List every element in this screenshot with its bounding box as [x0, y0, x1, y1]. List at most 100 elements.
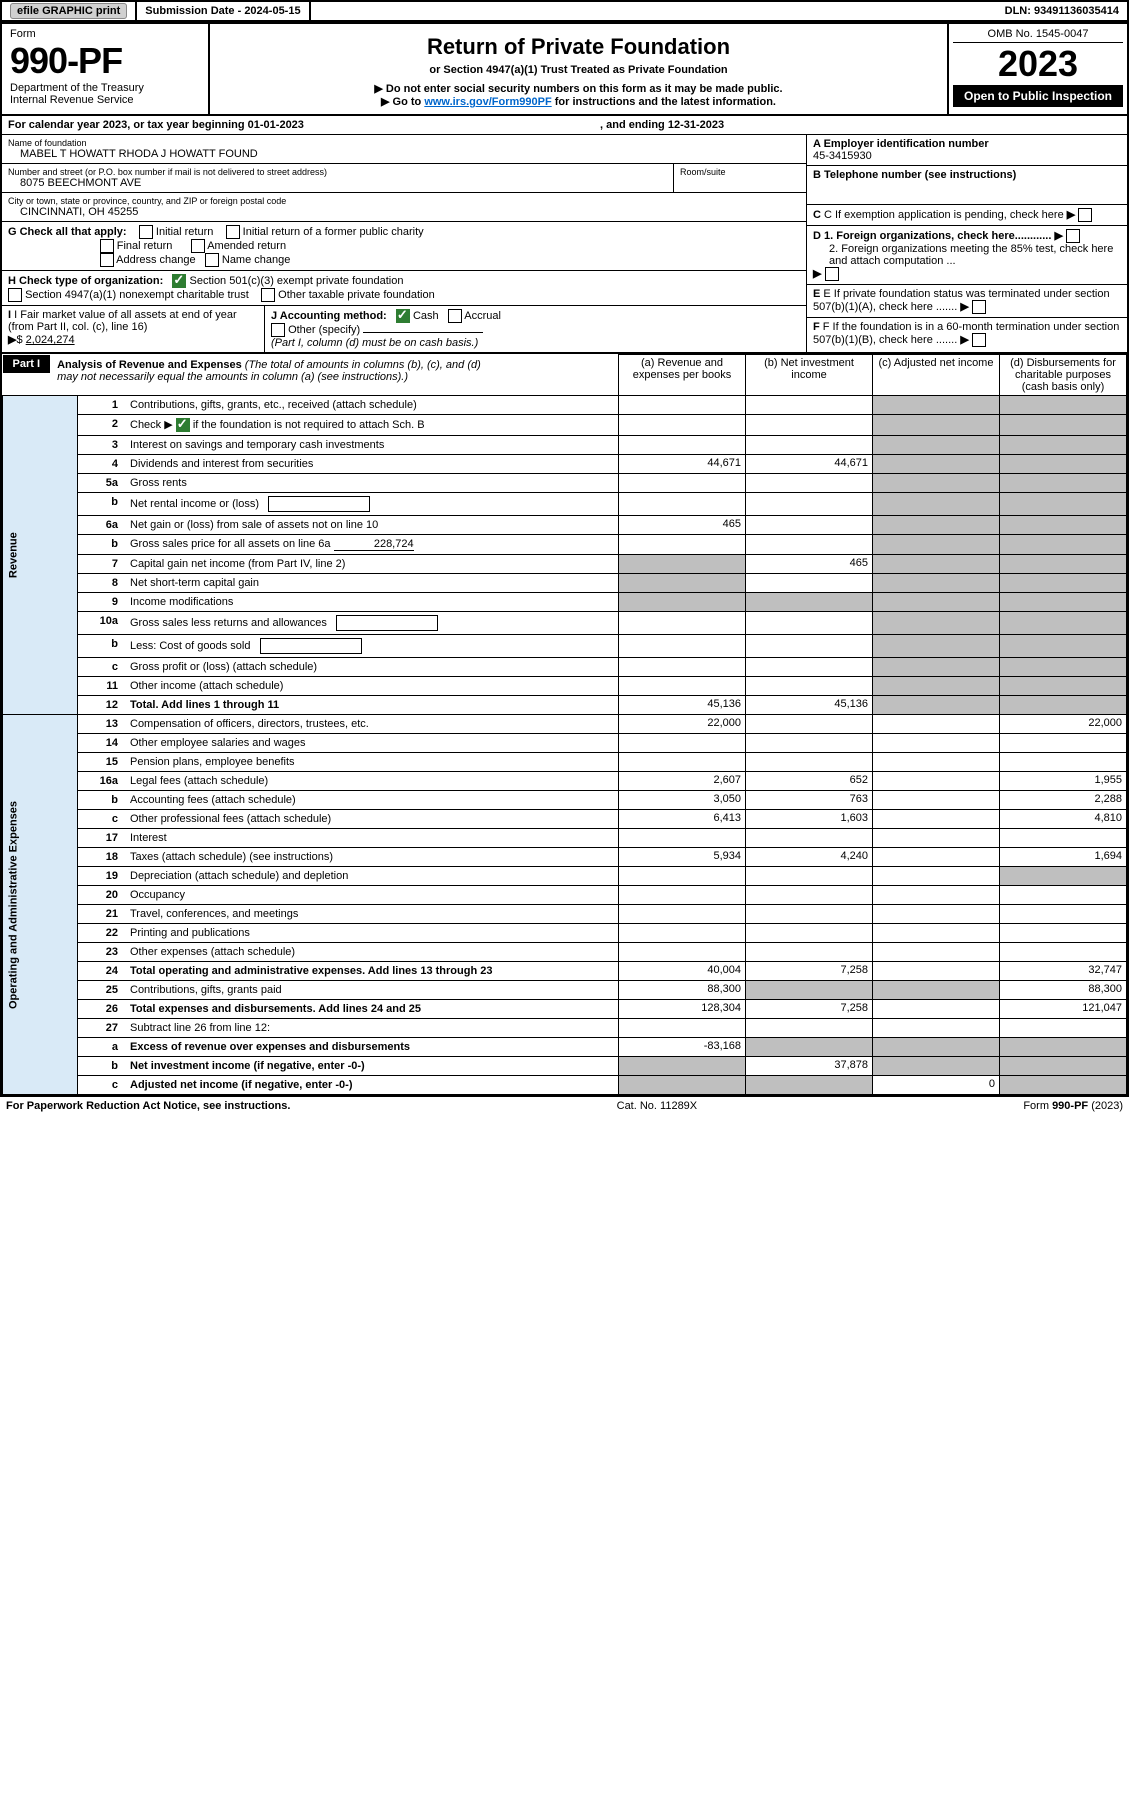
table-row: bLess: Cost of goods sold: [3, 635, 1127, 658]
ck-amended[interactable]: [191, 239, 205, 253]
cell: 465: [619, 516, 746, 535]
line: 26Total expenses and disbursements. Add …: [78, 1000, 619, 1019]
cell: 22,000: [619, 715, 746, 734]
cell: 5,934: [619, 848, 746, 867]
cell: [746, 1076, 873, 1095]
note-link: ▶ Go to www.irs.gov/Form990PF for instru…: [216, 95, 941, 108]
part1: Part I Analysis of Revenue and Expenses …: [0, 352, 1129, 1095]
table-row: 21Travel, conferences, and meetings: [3, 905, 1127, 924]
ck-cash[interactable]: [396, 309, 410, 323]
cell: [873, 867, 1000, 886]
label-c: C If exemption application is pending, c…: [824, 209, 1064, 221]
ck-final[interactable]: [100, 239, 114, 253]
cell: [1000, 677, 1127, 696]
note-ssn: ▶ Do not enter social security numbers o…: [216, 82, 941, 95]
line: 12Total. Add lines 1 through 11: [78, 696, 619, 715]
line: 18Taxes (attach schedule) (see instructi…: [78, 848, 619, 867]
ident-block: Name of foundation MABEL T HOWATT RHODA …: [0, 134, 1129, 352]
section-j: J Accounting method: Cash Accrual Other …: [265, 306, 806, 352]
line: 13Compensation of officers, directors, t…: [78, 715, 619, 734]
cell: [746, 516, 873, 535]
cell: -83,168: [619, 1038, 746, 1057]
table-row: 25Contributions, gifts, grants paid88,30…: [3, 981, 1127, 1000]
ck-other-tax[interactable]: [261, 288, 275, 302]
cell: [1000, 574, 1127, 593]
cell: [873, 810, 1000, 829]
line: aExcess of revenue over expenses and dis…: [78, 1038, 619, 1057]
line: bGross sales price for all assets on lin…: [78, 535, 619, 555]
line: 8Net short-term capital gain: [78, 574, 619, 593]
ck-501c3[interactable]: [172, 274, 186, 288]
cell: [619, 1019, 746, 1038]
ck-c[interactable]: [1078, 208, 1092, 222]
cell: 7,258: [746, 962, 873, 981]
table-row: 22Printing and publications: [3, 924, 1127, 943]
ck-addr-change[interactable]: [100, 253, 114, 267]
form-subtitle: or Section 4947(a)(1) Trust Treated as P…: [216, 64, 941, 76]
ck-d2[interactable]: [825, 267, 839, 281]
table-row: 5aGross rents: [3, 474, 1127, 493]
cell: [1000, 535, 1127, 555]
ck-initial-former[interactable]: [226, 225, 240, 239]
line: 4Dividends and interest from securities: [78, 455, 619, 474]
name-label: Name of foundation: [8, 138, 800, 148]
table-row: 23Other expenses (attach schedule): [3, 943, 1127, 962]
cell: [746, 829, 873, 848]
table-row: 2Check ▶ if the foundation is not requir…: [3, 415, 1127, 436]
cell: [1000, 474, 1127, 493]
ck-other-method[interactable]: [271, 323, 285, 337]
cell: [1000, 829, 1127, 848]
line: bNet rental income or (loss): [78, 493, 619, 516]
cell: [1000, 1076, 1127, 1095]
line: 2Check ▶ if the foundation is not requir…: [78, 415, 619, 436]
table-row: 9Income modifications: [3, 593, 1127, 612]
irs: Internal Revenue Service: [10, 94, 200, 106]
line: 17Interest: [78, 829, 619, 848]
cell: [873, 493, 1000, 516]
cell: 465: [746, 555, 873, 574]
table-row: 7Capital gain net income (from Part IV, …: [3, 555, 1127, 574]
section-i: I I Fair market value of all assets at e…: [2, 306, 265, 352]
footer: For Paperwork Reduction Act Notice, see …: [0, 1095, 1129, 1115]
ein: 45-3415930: [813, 150, 872, 162]
ck-accrual[interactable]: [448, 309, 462, 323]
ck-4947[interactable]: [8, 288, 22, 302]
room-label: Room/suite: [673, 164, 806, 192]
ck-e[interactable]: [972, 300, 986, 314]
cell: [619, 905, 746, 924]
cell: 7,258: [746, 1000, 873, 1019]
table-row: 6aNet gain or (loss) from sale of assets…: [3, 516, 1127, 535]
efile-btn[interactable]: efile GRAPHIC print: [2, 2, 137, 20]
revenue-label: Revenue: [3, 396, 78, 715]
city: CINCINNATI, OH 45255: [8, 206, 800, 218]
cell: [873, 1057, 1000, 1076]
line: cOther professional fees (attach schedul…: [78, 810, 619, 829]
cell: [873, 924, 1000, 943]
cell: 32,747: [1000, 962, 1127, 981]
irs-link[interactable]: www.irs.gov/Form990PF: [424, 96, 551, 108]
cell: [1000, 455, 1127, 474]
ck-f[interactable]: [972, 333, 986, 347]
section-h: H Check type of organization: Section 50…: [2, 271, 806, 306]
ck-d1[interactable]: [1066, 229, 1080, 243]
cell: 45,136: [619, 696, 746, 715]
cell: [1000, 516, 1127, 535]
cell: [619, 436, 746, 455]
line: 21Travel, conferences, and meetings: [78, 905, 619, 924]
cell: [873, 829, 1000, 848]
table-row: 24Total operating and administrative exp…: [3, 962, 1127, 981]
col-c: (c) Adjusted net income: [873, 355, 1000, 396]
table-row: 11Other income (attach schedule): [3, 677, 1127, 696]
cell: 37,878: [746, 1057, 873, 1076]
cell: [1000, 924, 1127, 943]
cell: [619, 593, 746, 612]
ck-initial[interactable]: [139, 225, 153, 239]
cell: [619, 474, 746, 493]
cell: [873, 886, 1000, 905]
cell: [873, 1000, 1000, 1019]
table-row: bGross sales price for all assets on lin…: [3, 535, 1127, 555]
table-row: 27Subtract line 26 from line 12:: [3, 1019, 1127, 1038]
cell: [746, 593, 873, 612]
cell: 2,607: [619, 772, 746, 791]
ck-name-change[interactable]: [205, 253, 219, 267]
